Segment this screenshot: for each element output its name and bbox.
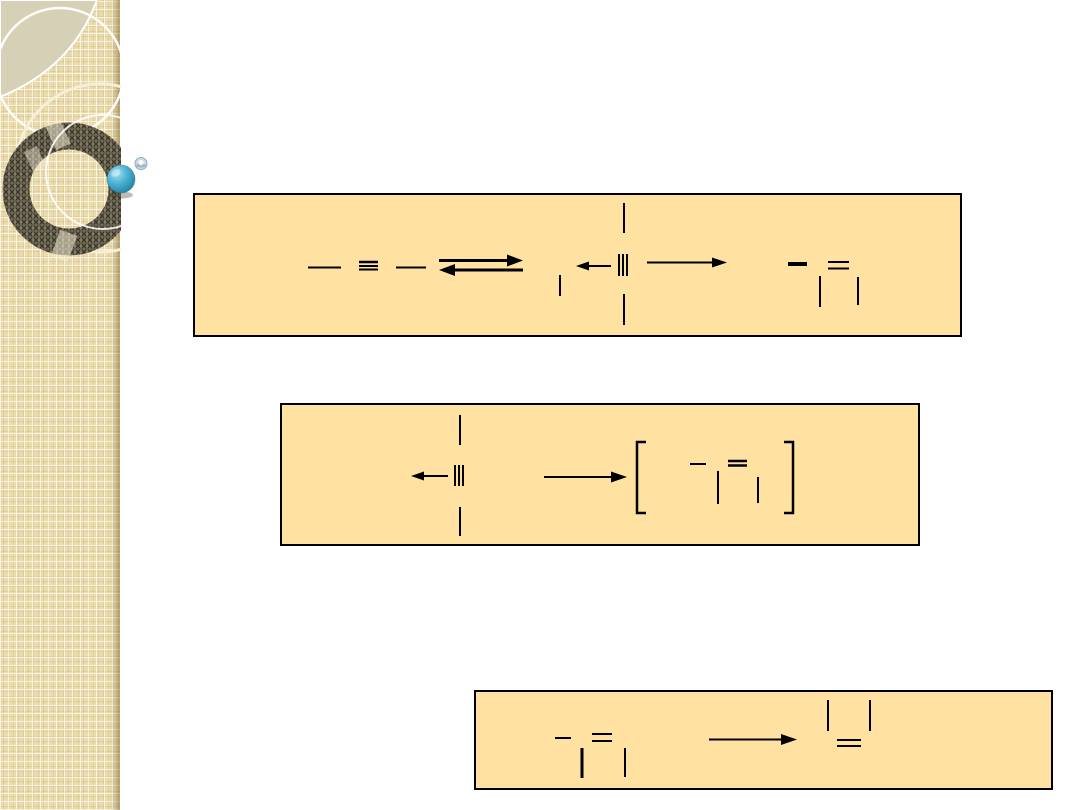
- reaction-scheme-box-1: [193, 193, 962, 337]
- ring-bead-decoration: [134, 157, 148, 170]
- slide-sidebar: [0, 0, 120, 810]
- reaction-scheme-box-2: [280, 403, 920, 546]
- reaction-scheme-box-3: [474, 690, 1053, 790]
